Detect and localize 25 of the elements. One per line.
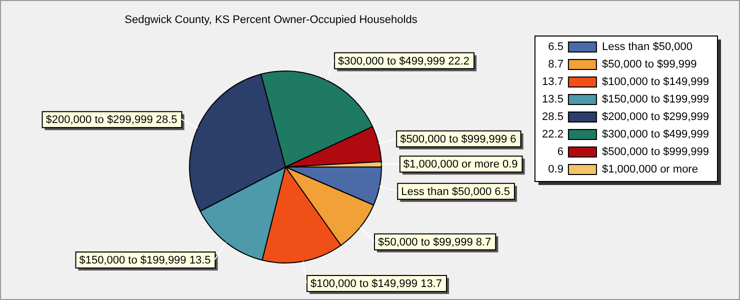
legend-label: $500,000 to $999,999 bbox=[602, 146, 709, 158]
data-label: $50,000 to $99,999 8.7 bbox=[378, 236, 492, 248]
data-label: $1,000,000 or more 0.9 bbox=[403, 158, 518, 171]
legend-label: $50,000 to $99,999 bbox=[602, 58, 697, 71]
text: 8.7 bbox=[548, 58, 564, 71]
text: 6.5 bbox=[548, 41, 564, 54]
text: 28.5 bbox=[542, 111, 564, 124]
legend-label: $200,000 to $299,999 bbox=[602, 111, 709, 124]
data-label: $150,000 to $199,999 13.5 bbox=[79, 254, 211, 267]
data-label: $100,000 to $149,999 13.7 bbox=[310, 278, 442, 290]
data-label: $300,000 to $499,999 22.2 bbox=[338, 55, 470, 68]
text: 0.9 bbox=[548, 164, 564, 176]
text: 22.2 bbox=[542, 128, 564, 141]
text: 13.5 bbox=[542, 94, 564, 106]
legend-label: $100,000 to $149,999 bbox=[602, 76, 709, 88]
text: 6 bbox=[557, 146, 564, 158]
data-label: $200,000 to $299,999 28.5 bbox=[46, 114, 178, 126]
text: 13.7 bbox=[542, 76, 564, 88]
data-label: Less than $50,000 6.5 bbox=[401, 186, 510, 198]
legend-label: $1,000,000 or more bbox=[602, 164, 698, 176]
data-label: $500,000 to $999,999 6 bbox=[400, 133, 516, 146]
legend-label: $300,000 to $499,999 bbox=[602, 128, 709, 141]
chart-title: Sedgwick County, KS Percent Owner-Occupied Households bbox=[124, 14, 418, 26]
legend-label: $150,000 to $199,999 bbox=[602, 94, 709, 106]
legend-label: Less than $50,000 bbox=[602, 41, 692, 54]
